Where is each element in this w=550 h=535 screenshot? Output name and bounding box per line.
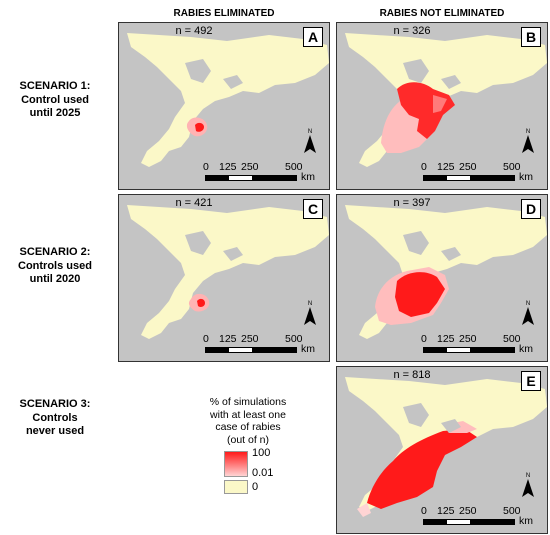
sample-size-label: n = 326 xyxy=(393,25,431,37)
risk-zone-3 xyxy=(433,95,447,113)
scale-unit: km xyxy=(301,343,315,355)
column-header-not-eliminated: RABIES NOT ELIMINATED xyxy=(379,8,505,19)
scenario-2-label: SCENARIO 2: Controls used until 2020 xyxy=(18,246,92,285)
map-panel-e: n = 818 E N 0 125 250 500 km xyxy=(336,366,548,534)
scale-tick-500: 500 xyxy=(503,333,521,345)
legend-zero-swatch xyxy=(224,480,248,494)
scale-bar: 0 125 250 500 km xyxy=(203,333,325,359)
sample-size-label: n = 397 xyxy=(393,197,431,209)
north-arrow-icon: N xyxy=(519,471,537,499)
north-arrow-icon: N xyxy=(519,299,537,327)
scale-tick-0: 0 xyxy=(421,505,427,517)
north-arrow-icon: N xyxy=(301,127,319,155)
panel-letter: D xyxy=(521,199,541,219)
scale-tick-0: 0 xyxy=(203,161,209,173)
map-b xyxy=(345,33,547,167)
sample-size-label: n = 492 xyxy=(175,25,213,37)
risk-zone-1 xyxy=(367,429,477,509)
risk-zone-2 xyxy=(195,122,204,132)
water-bay-1 xyxy=(185,59,211,83)
sample-size-label: n = 818 xyxy=(393,369,431,381)
scale-tick-125: 125 xyxy=(437,161,455,173)
map-panel-c: n = 421 C N 0 125 250 500 km xyxy=(118,194,330,362)
water-bay-2 xyxy=(223,75,243,89)
risk-zone-2 xyxy=(397,82,455,139)
scale-tick-250: 250 xyxy=(459,161,477,173)
legend: % of simulations with at least one case … xyxy=(186,396,310,494)
scale-tick-125: 125 xyxy=(437,333,455,345)
north-label: N xyxy=(526,473,530,479)
map-panel-a: n = 492 A N 0 125 250 500 km xyxy=(118,22,330,190)
scenario-1-label: SCENARIO 1: Control used until 2025 xyxy=(19,80,91,119)
panel-letter: E xyxy=(521,371,541,391)
scale-tick-125: 125 xyxy=(219,161,237,173)
map-panel-d: n = 397 D N 0 125 250 500 km xyxy=(336,194,548,362)
scale-tick-0: 0 xyxy=(421,333,427,345)
north-arrow-icon: N xyxy=(519,127,537,155)
scale-tick-500: 500 xyxy=(285,161,303,173)
scale-bar: 0 125 250 500 km xyxy=(421,333,543,359)
north-arrow-icon: N xyxy=(301,299,319,327)
risk-zone-2 xyxy=(197,298,205,307)
water-bay-1 xyxy=(403,231,429,255)
water-bay-2 xyxy=(441,247,461,261)
north-label: N xyxy=(308,301,312,307)
scale-tick-250: 250 xyxy=(459,333,477,345)
scale-tick-500: 500 xyxy=(285,333,303,345)
map-d xyxy=(345,205,547,339)
risk-zone-2 xyxy=(395,272,445,317)
risk-zone-3 xyxy=(357,503,371,517)
panel-letter: C xyxy=(303,199,323,219)
scale-tick-250: 250 xyxy=(459,505,477,517)
scale-tick-0: 0 xyxy=(421,161,427,173)
scale-bar: 0 125 250 500 km xyxy=(421,505,543,531)
scale-tick-500: 500 xyxy=(503,505,521,517)
legend-high-label: 100 xyxy=(252,447,271,459)
map-a xyxy=(127,33,329,167)
scale-unit: km xyxy=(301,171,315,183)
legend-title: % of simulations with at least one case … xyxy=(209,396,287,446)
legend-zero-label: 0 xyxy=(252,481,259,493)
water-bay-2 xyxy=(441,419,461,433)
scale-unit: km xyxy=(519,343,533,355)
panel-letter: A xyxy=(303,27,323,47)
scale-tick-500: 500 xyxy=(503,161,521,173)
column-header-eliminated: RABIES ELIMINATED xyxy=(173,8,275,19)
water-bay-1 xyxy=(185,231,211,255)
scale-tick-250: 250 xyxy=(241,161,259,173)
scale-bar: 0 125 250 500 km xyxy=(421,161,543,187)
map-e xyxy=(345,377,547,517)
scenario-3-label: SCENARIO 3: Controls never used xyxy=(19,398,91,437)
map-panel-b: n = 326 B N 0 125 250 500 km xyxy=(336,22,548,190)
scale-tick-125: 125 xyxy=(437,505,455,517)
legend-gradient-swatch xyxy=(224,451,248,477)
water-bay-2 xyxy=(441,75,461,89)
water-bay-2 xyxy=(223,247,243,261)
scale-unit: km xyxy=(519,171,533,183)
scale-tick-125: 125 xyxy=(219,333,237,345)
map-c xyxy=(127,205,329,339)
panel-letter: B xyxy=(521,27,541,47)
north-label: N xyxy=(526,301,530,307)
legend-mid-label: 0.01 xyxy=(252,467,274,479)
scale-unit: km xyxy=(519,515,533,527)
land-area xyxy=(127,33,329,167)
scale-tick-250: 250 xyxy=(241,333,259,345)
north-label: N xyxy=(526,129,530,135)
scale-tick-0: 0 xyxy=(203,333,209,345)
water-bay-1 xyxy=(403,403,429,427)
scale-bar: 0 125 250 500 km xyxy=(203,161,325,187)
land-area xyxy=(127,205,329,339)
water-bay-1 xyxy=(403,59,429,83)
land-area xyxy=(345,205,547,339)
north-label: N xyxy=(308,129,312,135)
sample-size-label: n = 421 xyxy=(175,197,213,209)
